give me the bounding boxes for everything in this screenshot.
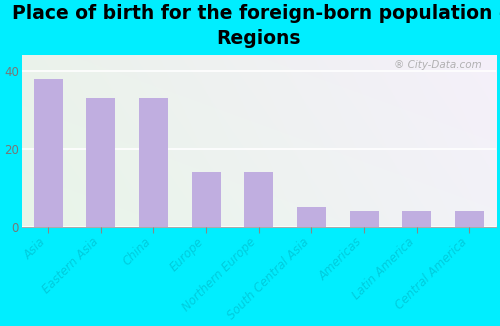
Bar — [402, 211, 432, 227]
Bar — [34, 79, 62, 227]
Bar — [139, 98, 168, 227]
Bar — [244, 172, 274, 227]
Bar — [455, 211, 484, 227]
Bar — [350, 211, 378, 227]
Title: Place of birth for the foreign-born population -
Regions: Place of birth for the foreign-born popu… — [12, 4, 500, 48]
Text: ® City-Data.com: ® City-Data.com — [394, 60, 482, 70]
Bar — [86, 98, 116, 227]
Bar — [192, 172, 220, 227]
Bar — [297, 207, 326, 227]
